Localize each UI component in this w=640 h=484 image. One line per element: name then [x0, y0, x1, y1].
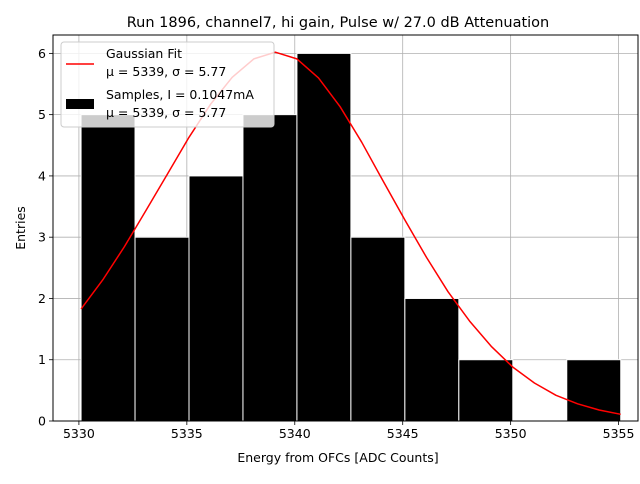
fit-lines — [80, 51, 621, 416]
x-tick-label: 5355 — [603, 426, 635, 441]
legend: Gaussian Fit μ = 5339, σ = 5.77 Samples,… — [60, 41, 275, 128]
y-tick-label: 6 — [38, 46, 46, 61]
x-axis-label: Energy from OFCs [ADC Counts] — [237, 450, 438, 465]
y-tick-label: 0 — [38, 414, 46, 429]
x-tick-label: 5330 — [63, 426, 95, 441]
chart-title: Run 1896, channel7, hi gain, Pulse w/ 27… — [127, 15, 550, 31]
legend-sublabel-samples: μ = 5339, σ = 5.77 — [106, 105, 226, 120]
histogram-bar — [80, 114, 136, 422]
histogram-bar — [242, 114, 298, 422]
y-tick-label: 4 — [38, 168, 46, 183]
histogram-bar — [134, 236, 190, 422]
x-tick-label: 5350 — [495, 426, 527, 441]
legend-sublabel-fit: μ = 5339, σ = 5.77 — [106, 64, 226, 79]
histogram-bar — [296, 52, 352, 422]
histogram-bar — [404, 297, 460, 422]
x-tick-label: 5345 — [387, 426, 419, 441]
plot-frame — [52, 34, 639, 422]
y-tick-label: 5 — [38, 107, 46, 122]
x-tick-label: 5340 — [279, 426, 311, 441]
histogram-bar — [458, 359, 514, 422]
histogram-bar — [566, 359, 622, 422]
legend-label-samples: Samples, I = 0.1047mA — [106, 87, 254, 102]
y-tick-label: 2 — [38, 291, 46, 306]
gaussian-fit-line — [80, 51, 621, 416]
y-axis-label: Entries — [13, 206, 28, 250]
axis-ticks: 5330 5335 5340 5345 5350 5355 0 1 2 3 4 5 6 — [38, 46, 634, 441]
x-tick-label: 5335 — [171, 426, 203, 441]
y-tick-label: 3 — [38, 230, 46, 245]
legend-label-fit: Gaussian Fit — [106, 46, 182, 61]
histogram-bar — [188, 175, 244, 422]
y-tick-label: 1 — [38, 352, 46, 367]
histogram-bar — [350, 236, 406, 422]
legend-patch-swatch — [66, 99, 94, 109]
legend-box — [60, 41, 275, 128]
